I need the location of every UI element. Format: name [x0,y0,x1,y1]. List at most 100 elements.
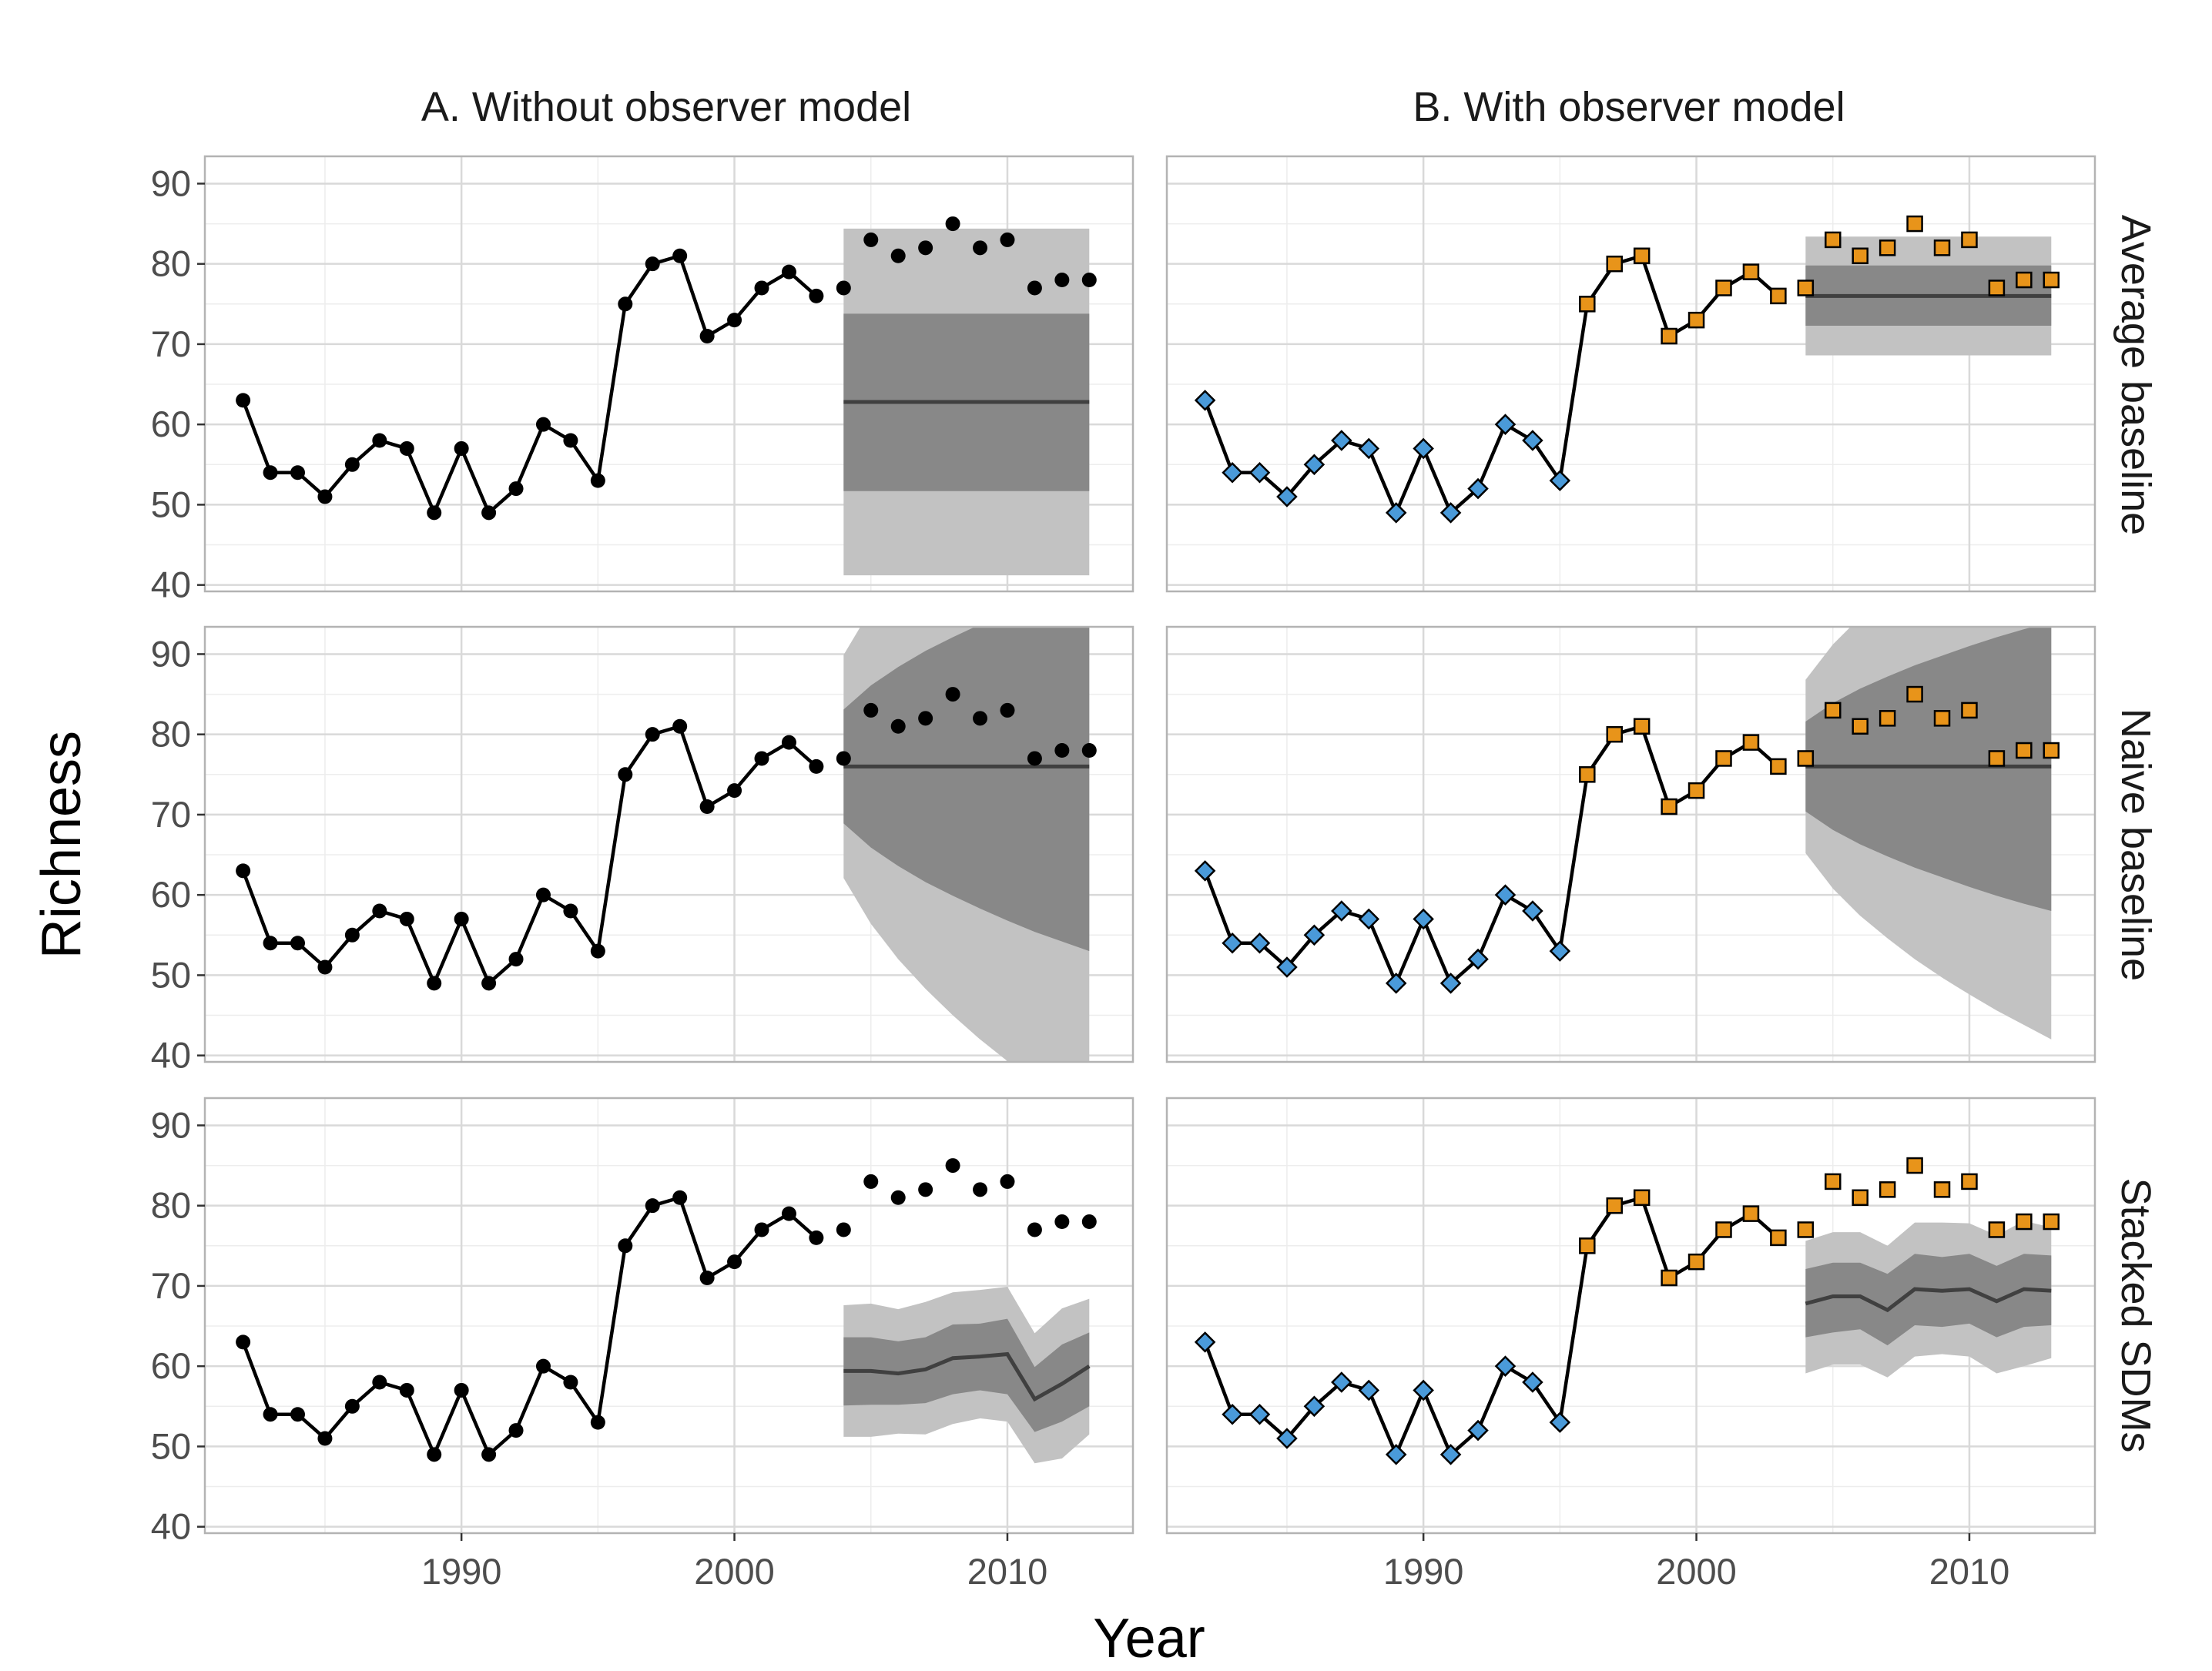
data-point [1054,273,1070,288]
data-point-before [1439,1444,1462,1465]
data-point [481,976,497,991]
observed-line [1203,254,1780,515]
data-point-before [1413,908,1434,930]
data-point [344,1398,360,1414]
panel-r1-c2 [1165,155,2096,593]
data-point-after [1770,1229,1787,1247]
panel-border [203,625,1134,1063]
data-point [427,976,442,991]
data-point-before [1276,486,1298,507]
data-point [973,711,988,726]
y-tick-label: 90 [151,1104,191,1145]
data-point-after [1988,1221,2006,1238]
data-point [618,296,633,312]
data-point [836,280,851,296]
data-point [590,943,605,959]
data-point [344,457,360,472]
panel-r2-c2 [1165,625,2096,1063]
data-point [836,751,851,766]
data-point-after [1879,239,1896,256]
data-point-before [1494,1355,1517,1377]
observed-line [1203,1196,1780,1457]
data-point-after [1961,702,1978,719]
data-point-after [1770,287,1787,305]
data-point-after [2016,742,2033,759]
data-point-after [1906,215,1923,233]
data-point [1081,1214,1097,1230]
y-tick-label: 90 [151,633,191,674]
data-point-before [1276,956,1298,978]
data-point-after [1825,1173,1842,1190]
data-point [317,1431,333,1446]
data-point-after [1661,327,1677,345]
data-point [918,240,933,256]
data-point [344,927,360,943]
data-point [590,473,605,488]
data-point [290,465,305,481]
data-point [535,417,551,432]
data-point [754,280,769,296]
data-point-after [1906,1157,1923,1174]
data-point-after [2016,271,2033,289]
data-point-after [1606,1197,1623,1214]
data-point [1027,1222,1042,1237]
data-point-after [2043,271,2060,289]
data-point [1054,1214,1070,1230]
y-tick-label: 80 [151,714,191,755]
data-point [809,1230,824,1245]
data-point-after [1852,247,1868,265]
data-point-after [1606,725,1623,743]
data-point-after [1715,750,1732,767]
data-point [454,911,469,926]
data-point-after [1606,255,1623,273]
data-point-before [1222,932,1243,954]
data-point-before [1303,454,1326,476]
y-tick-label: 60 [151,404,191,444]
data-point-before [1194,860,1216,882]
data-point [645,256,660,272]
data-point [236,393,251,408]
data-point [809,288,824,303]
data-point-before [1439,502,1462,524]
data-point [399,911,414,926]
y-tick-label: 50 [151,1425,191,1466]
data-point-after [2043,1213,2060,1231]
data-point [618,767,633,782]
data-point-before [1248,932,1271,954]
data-point-after [1579,296,1596,313]
data-point [563,903,578,919]
y-tick-label: 60 [151,874,191,915]
data-point-before [1522,900,1543,922]
y-tick-label: 70 [151,1265,191,1306]
data-point [781,735,796,750]
observed-points [236,687,1097,991]
data-point [427,505,442,521]
data-point-before [1194,390,1216,411]
data-point [1081,273,1097,288]
data-point [781,264,796,280]
strip-row-2: Naive baseline [2113,708,2159,981]
data-point-after [1797,750,1815,767]
data-point-before [1439,973,1462,994]
data-point-after [1852,718,1868,735]
data-point [1000,1174,1015,1189]
y-tick-label: 40 [151,564,191,605]
data-point [699,1271,715,1286]
y-tick-label: 50 [151,484,191,524]
forecast-bands [1805,236,2052,356]
data-point [727,783,742,799]
observed-line [241,725,818,986]
data-point-after [1879,1181,1896,1198]
data-point [781,1206,796,1221]
strip-row-3: Stacked SDMs [2113,1177,2159,1452]
data-point-before [1358,908,1380,930]
observed-line [241,254,818,515]
x-tick-label: 2000 [1656,1551,1737,1592]
data-point-after [1579,1237,1596,1254]
data-point-before [1549,470,1571,491]
x-tick-label: 1990 [421,1551,502,1592]
data-point [1027,280,1042,296]
observed-line [1203,725,1780,986]
